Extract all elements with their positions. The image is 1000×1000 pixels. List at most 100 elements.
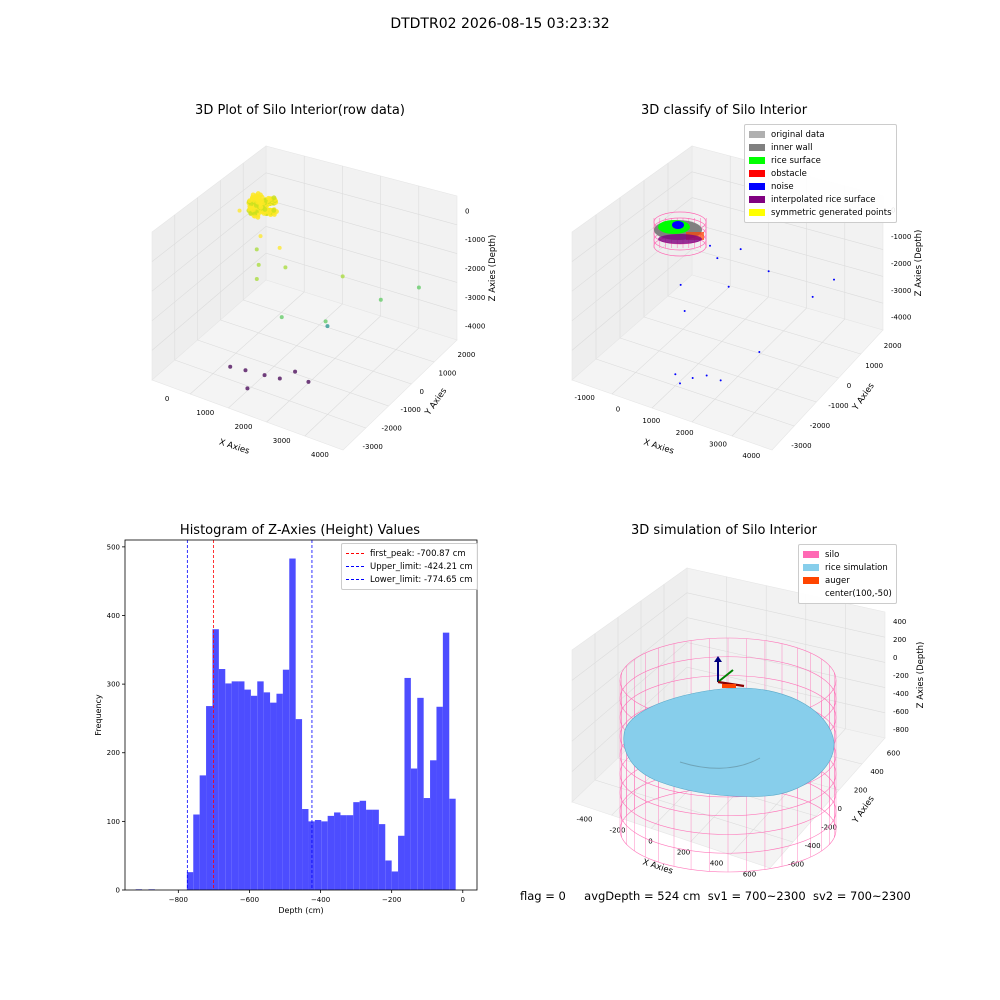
raw-plot-gridline (174, 359, 366, 429)
classify-plot-y-tick-label: -2000 (810, 422, 830, 430)
raw-point (243, 368, 248, 373)
raw-plot-gridline (304, 327, 420, 437)
classify-plot-gridline (731, 318, 846, 437)
flag-text: flag = 0 (520, 889, 566, 903)
classify-plot-gridline (651, 296, 769, 409)
histogram-y-tick-label: 100 (107, 818, 120, 826)
raw-point (279, 315, 284, 320)
classify-plot-y-tick-label: 2000 (884, 342, 902, 350)
raw-plot-gridline (220, 319, 412, 385)
raw-point (250, 194, 255, 200)
legend-label: rice simulation (825, 562, 888, 573)
raw-point (258, 234, 263, 239)
raw-plot-x-tick-label: 4000 (311, 451, 329, 459)
raw-point (262, 207, 268, 212)
simulation-plot-x-tick-label: 400 (710, 860, 723, 868)
raw-point (271, 208, 277, 213)
raw-plot-x-tick-label: 0 (165, 395, 169, 403)
legend-label: original data (771, 129, 825, 140)
raw-point (416, 285, 421, 290)
simulation-plot-gridline (571, 617, 688, 712)
raw-plot-gridline (265, 172, 458, 226)
histogram-bar (359, 800, 367, 890)
raw-plot-gridline (189, 291, 305, 395)
classify-noise-point (727, 285, 730, 288)
classify-plot-x-tick-label: 0 (616, 406, 620, 414)
legend-swatch (803, 590, 819, 597)
legend-label: symmetric generated points (771, 207, 892, 218)
legend-swatch (749, 170, 765, 177)
raw-plot-gridline (228, 303, 343, 409)
legend-item-symmetric-generated-points: symmetric generated points (749, 206, 892, 219)
raw-point (340, 274, 345, 279)
simulation-plot-x-tick-label: -200 (610, 827, 626, 835)
raw-point (237, 208, 242, 213)
classify-plot-title: 3D classify of Silo Interior (640, 103, 808, 118)
raw-plot-gridline (151, 199, 267, 292)
classify-plot-z-tick-label: -2000 (891, 260, 911, 268)
raw-point (259, 198, 265, 204)
simulation-plot-z-tick-label: 400 (893, 618, 906, 626)
simulation-plot-z-tick-label: 200 (893, 636, 906, 644)
legend-label: interpolated rice surface (771, 194, 876, 205)
histogram-bar (282, 669, 290, 890)
simulation-plot-y-tick-label: 600 (887, 749, 900, 757)
classify-plot-gridline (595, 358, 795, 427)
status-line: flag = 0 avgDepth = 524 cm sv1 = 700~230… (520, 889, 911, 903)
raw-plot-z-tick-label: 0 (465, 207, 469, 215)
legend-label: rice surface (771, 155, 821, 166)
simulation-plot-z-axis-label: Z Axies (Depth) (916, 642, 926, 709)
raw-plot-gridline (151, 226, 267, 322)
histogram-bar (238, 681, 245, 890)
legend-item-first-peak: first_peak: -700.87 cm (346, 547, 473, 560)
raw-point (254, 247, 259, 252)
histogram-bar (385, 860, 392, 890)
raw-point (262, 373, 267, 378)
histogram-bar (378, 824, 386, 890)
classify-plot-x-tick-label: 4000 (742, 452, 760, 460)
raw-point (283, 265, 288, 270)
classify-plot-x-tick-label: 1000 (642, 417, 660, 425)
raw-point (306, 379, 311, 384)
raw-plot-gridline (243, 299, 435, 363)
raw-plot-z-tick-label: -1000 (465, 236, 485, 244)
raw-point (293, 369, 298, 374)
raw-plot-gridline (197, 339, 389, 407)
histogram-bar (302, 809, 309, 890)
simulation-plot-y-tick-label: 200 (854, 786, 867, 794)
histogram-bar (218, 669, 226, 890)
raw-plot-y-tick-label: -2000 (382, 425, 402, 433)
histogram-y-axis-label: Frequency (94, 694, 103, 736)
legend-swatch (749, 183, 765, 190)
legend-label: center(100,-50) (825, 588, 892, 599)
classify-interpolated-surface (658, 234, 702, 244)
legend-item-original-data: original data (749, 128, 892, 141)
histogram-bar (417, 697, 424, 890)
legend-label: Upper_limit: -424.21 cm (370, 561, 473, 572)
histogram-bar (250, 695, 258, 890)
histogram-bar (327, 815, 335, 890)
legend-item-rice-surface: rice surface (749, 154, 892, 167)
simulation-legend: silo rice simulation auger center(100,-5… (798, 544, 897, 604)
classify-plot-gridline (611, 285, 731, 395)
histogram-bar (257, 681, 264, 890)
raw-plot-gridline (266, 315, 381, 423)
classify-plot-x-axis-label: X Axies (642, 437, 675, 456)
legend-swatch (803, 577, 819, 584)
histogram-bar (398, 835, 405, 890)
legend-label: noise (771, 181, 794, 192)
classify-plot-y-tick-label: 1000 (865, 362, 883, 370)
histogram-bar (423, 798, 431, 890)
raw-point (254, 277, 259, 282)
classify-noise-point (691, 376, 694, 379)
raw-plot-y-tick-label: 2000 (458, 351, 476, 359)
histogram-y-tick-label: 400 (107, 612, 120, 620)
simulation-plot-x-axis-label: X Axies (641, 857, 674, 876)
histogram-bar (430, 760, 437, 890)
classify-plot-x-tick-label: -1000 (574, 394, 594, 402)
raw-plot-y-tick-label: -1000 (401, 406, 421, 414)
raw-point (323, 319, 328, 324)
raw-point (277, 245, 282, 250)
simulation-plot-gridline (571, 592, 688, 681)
classify-legend: original data inner wall rice surface ob… (744, 124, 897, 223)
